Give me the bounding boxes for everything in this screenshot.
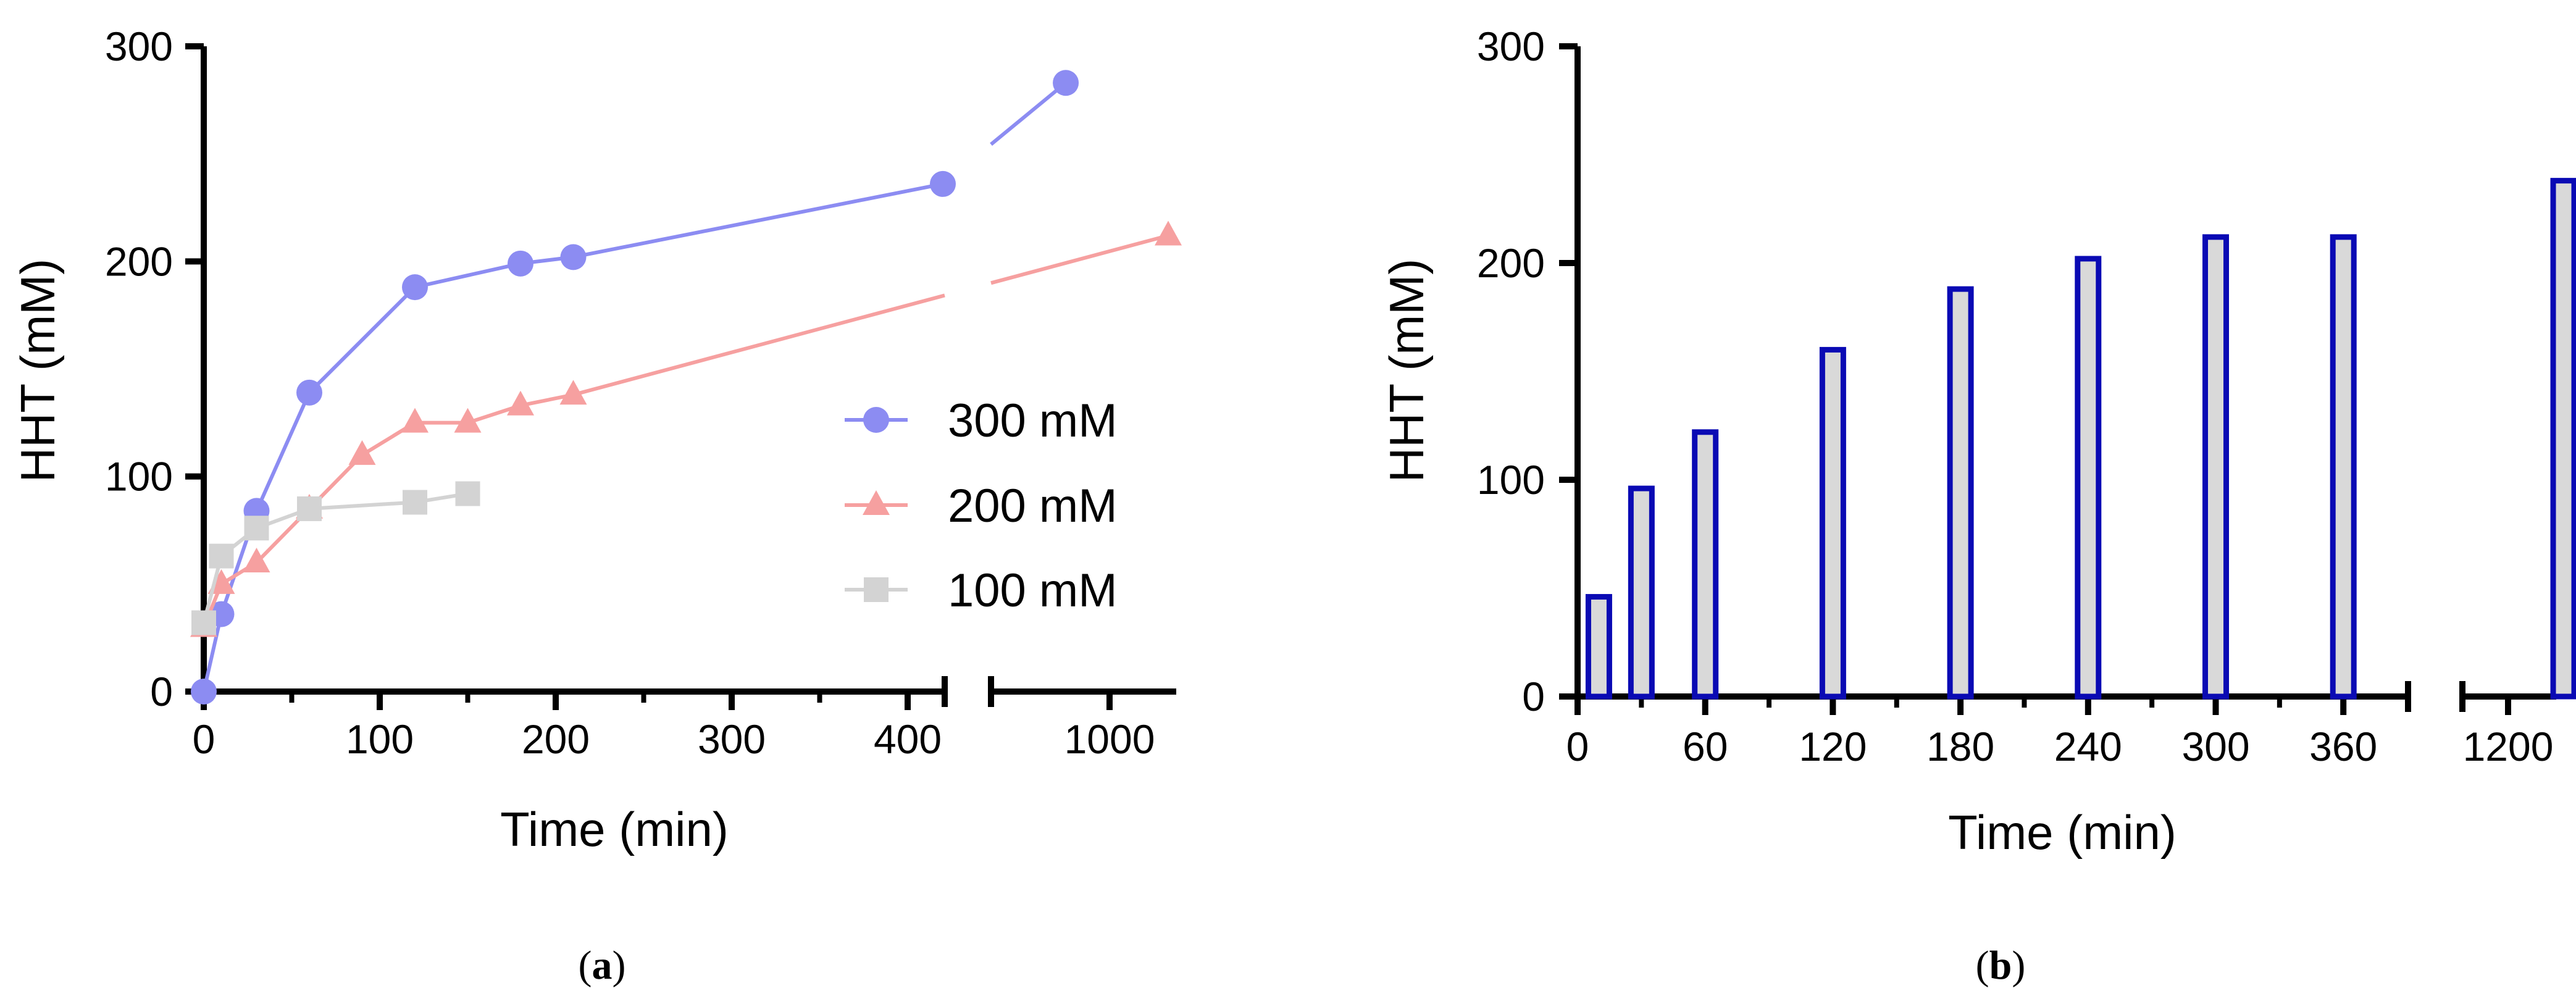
y-tick-label: 100 [105,454,173,500]
chart-panel-a: 0 100 200 300 0 100 200 300 400 1000 300 mM 200 m… [10,23,1182,988]
data-point [455,481,480,506]
series-line [309,500,416,511]
legend-marker [863,490,890,515]
x-tick-label: 120 [1799,724,1867,769]
legend-label: 300 mM [948,395,1118,447]
x-tick-label: 0 [193,716,215,762]
series-line [202,613,224,692]
x-axis-label: Time (min) [500,802,729,856]
x-tick-label: 100 [346,716,414,762]
y-tick-label: 200 [1477,240,1545,286]
data-point [1053,70,1079,96]
data-point [209,543,234,569]
legend-marker [863,407,889,433]
bar [2330,234,2357,700]
legend-marker [864,577,889,602]
y-tick-label: 300 [105,23,173,69]
data-point [559,380,587,405]
x-tick-label: 360 [2309,724,2377,769]
x-tick-label: 60 [1683,724,1728,769]
x-tick-label: 1000 [1064,716,1155,762]
series-line [254,391,311,512]
bar [1947,286,1974,700]
chart-panel-b: 0 100 200 300 0 60 120 180 240 300 360 1200 Time (… [1379,23,2576,988]
bar [2075,256,2102,700]
series-line [414,261,521,290]
y-tick-label: 100 [1477,457,1545,503]
x-tick-label: 240 [2054,724,2122,769]
data-point [401,408,429,433]
bar [1628,485,1655,700]
x-tick-label: 1200 [2463,724,2554,769]
series-300-mm [191,70,1079,705]
y-tick-label: 200 [105,238,173,284]
panel-caption-a: (a) [579,943,626,988]
x-tick-label: 200 [522,716,590,762]
data-point [191,610,216,635]
legend: 300 mM 200 mM 100 mM [845,395,1118,617]
series-100-mm [191,481,480,635]
data-point [244,516,269,541]
bar [1692,429,1719,700]
x-tick-label: 300 [698,716,766,762]
series-line [990,233,1169,285]
data-point [560,244,587,270]
x-tick-label: 180 [1926,724,1994,769]
data-point [348,440,376,465]
data-point [191,679,217,705]
y-tick-label: 0 [1522,674,1545,719]
legend-label: 200 mM [948,480,1118,532]
y-axis-label: HHT (mM) [10,259,65,482]
series-line [307,286,417,394]
y-axis-label: HHT (mM) [1379,259,1434,482]
series-line [572,293,945,397]
data-point [403,490,427,515]
series-line [572,182,943,259]
x-tick-label: 300 [2181,724,2249,769]
x-tick-label: 400 [874,716,942,762]
bar [1585,594,1612,700]
data-point [296,379,322,406]
legend-label: 100 mM [948,564,1118,617]
y-tick-label: 300 [1477,23,1545,69]
data-point [402,274,428,301]
panel-caption-b: (b) [1976,943,2026,988]
bar [2550,178,2576,700]
data-point [507,390,534,416]
data-point [297,496,322,521]
x-axis-label: Time (min) [1948,805,2177,860]
data-point [454,408,482,433]
series-line [990,81,1067,146]
data-point [1155,220,1182,246]
data-point [243,548,270,572]
bar [1819,346,1846,700]
x-tick-label: 0 [1566,724,1589,769]
bar [2202,234,2229,700]
data-point [508,250,533,277]
data-point [930,170,956,197]
y-tick-label: 0 [150,669,173,714]
